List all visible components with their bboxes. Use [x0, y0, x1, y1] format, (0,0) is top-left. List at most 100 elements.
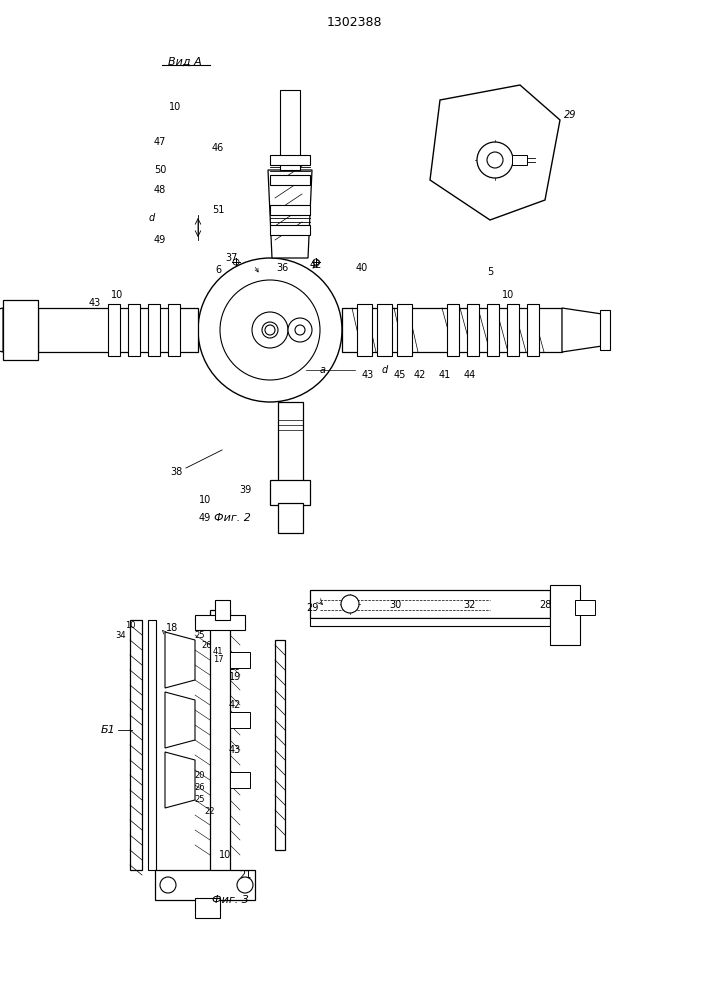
- Bar: [130, 620, 142, 870]
- Bar: [278, 503, 303, 533]
- Text: 49: 49: [154, 235, 166, 245]
- Text: 42: 42: [414, 370, 426, 380]
- Bar: [512, 155, 527, 165]
- Text: d: d: [382, 365, 388, 375]
- Bar: [270, 480, 310, 505]
- Bar: [230, 772, 250, 788]
- Circle shape: [265, 325, 275, 335]
- Polygon shape: [165, 632, 195, 688]
- Bar: [128, 304, 140, 356]
- Circle shape: [295, 325, 305, 335]
- Text: 38: 38: [170, 467, 182, 477]
- Bar: [507, 304, 519, 356]
- Polygon shape: [0, 308, 3, 352]
- Text: 25: 25: [194, 796, 205, 804]
- Bar: [447, 304, 459, 356]
- Bar: [310, 618, 550, 626]
- Text: Вид А: Вид А: [168, 57, 202, 67]
- Bar: [168, 304, 180, 356]
- Text: 28: 28: [539, 600, 551, 610]
- Text: 10: 10: [229, 662, 241, 672]
- Bar: [397, 304, 412, 356]
- Bar: [148, 620, 156, 870]
- Text: 50: 50: [154, 165, 166, 175]
- Text: 26: 26: [194, 784, 205, 792]
- Text: 46: 46: [212, 143, 224, 153]
- Text: 10: 10: [124, 620, 135, 630]
- Text: 43: 43: [89, 298, 101, 308]
- Bar: [230, 712, 250, 728]
- Bar: [230, 652, 250, 668]
- Polygon shape: [165, 692, 195, 748]
- Bar: [3, 300, 38, 360]
- Text: 32: 32: [464, 600, 477, 610]
- Polygon shape: [430, 85, 560, 220]
- Text: 49: 49: [199, 513, 211, 523]
- Bar: [527, 304, 539, 356]
- Bar: [280, 90, 300, 170]
- Bar: [357, 304, 372, 356]
- Text: 43: 43: [229, 745, 241, 755]
- Text: 39: 39: [239, 485, 251, 495]
- Circle shape: [160, 877, 176, 893]
- Text: 30: 30: [389, 600, 401, 610]
- Bar: [195, 615, 245, 630]
- Text: 18: 18: [166, 623, 178, 633]
- Text: 34: 34: [116, 631, 127, 640]
- Circle shape: [252, 312, 288, 348]
- Text: 29: 29: [306, 603, 318, 613]
- Text: 21: 21: [239, 870, 251, 880]
- Text: 10: 10: [219, 850, 231, 860]
- Text: 26: 26: [201, 641, 212, 650]
- Text: Фиг. 2: Фиг. 2: [214, 513, 250, 523]
- Bar: [342, 308, 562, 352]
- Bar: [155, 870, 255, 900]
- Bar: [215, 600, 230, 620]
- Bar: [600, 310, 610, 350]
- Text: 41: 41: [213, 648, 223, 656]
- Bar: [38, 308, 198, 352]
- Text: 37: 37: [226, 253, 238, 263]
- Text: 17: 17: [213, 656, 223, 664]
- Circle shape: [288, 318, 312, 342]
- Text: a: a: [320, 365, 326, 375]
- Bar: [108, 304, 120, 356]
- Text: Б1: Б1: [100, 725, 115, 735]
- Circle shape: [262, 322, 278, 338]
- Bar: [270, 175, 310, 185]
- Text: 10: 10: [199, 495, 211, 505]
- Text: 1302388: 1302388: [326, 15, 382, 28]
- Bar: [310, 590, 550, 618]
- Text: Фиг. 3: Фиг. 3: [211, 895, 248, 905]
- Polygon shape: [268, 170, 312, 258]
- Bar: [377, 304, 392, 356]
- Bar: [270, 225, 310, 235]
- Circle shape: [237, 877, 253, 893]
- Text: 29: 29: [563, 110, 576, 120]
- Text: 41: 41: [439, 370, 451, 380]
- Text: 20: 20: [194, 770, 205, 780]
- Text: d: d: [149, 213, 155, 223]
- Text: 5: 5: [487, 267, 493, 277]
- Circle shape: [341, 595, 359, 613]
- Bar: [270, 155, 310, 165]
- Text: 10: 10: [169, 102, 181, 112]
- Circle shape: [198, 258, 342, 402]
- Bar: [575, 600, 595, 615]
- Bar: [195, 898, 220, 918]
- Bar: [148, 304, 160, 356]
- Polygon shape: [165, 752, 195, 808]
- Text: 10: 10: [111, 290, 123, 300]
- Circle shape: [477, 142, 513, 178]
- Text: 47: 47: [154, 137, 166, 147]
- Bar: [487, 304, 499, 356]
- Text: 40: 40: [356, 263, 368, 273]
- Bar: [467, 304, 479, 356]
- Bar: [550, 585, 580, 645]
- Text: 10: 10: [502, 290, 514, 300]
- Circle shape: [487, 152, 503, 168]
- Polygon shape: [562, 308, 602, 352]
- Text: 43: 43: [362, 370, 374, 380]
- Bar: [270, 205, 310, 215]
- Text: 45: 45: [394, 370, 407, 380]
